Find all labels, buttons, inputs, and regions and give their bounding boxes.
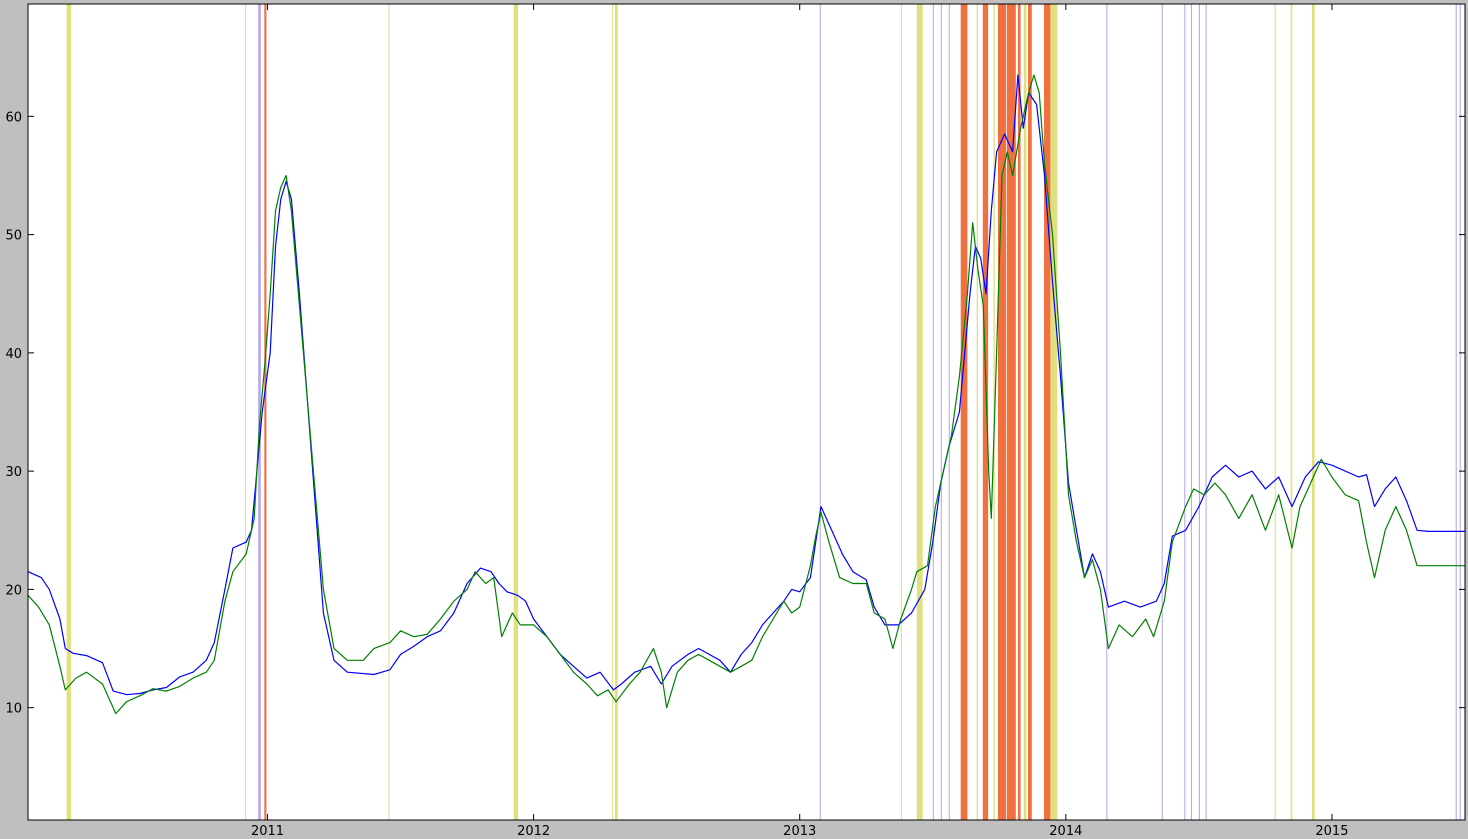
shaded-region-24 <box>1050 4 1058 820</box>
shaded-region-23 <box>1044 4 1051 820</box>
shaded-region-19 <box>1006 4 1016 820</box>
shaded-region-31 <box>1274 4 1276 820</box>
shaded-region-29 <box>1198 4 1200 820</box>
shaded-region-21 <box>1023 4 1027 820</box>
x-axis: 2011 2012 2013 2014 2015 <box>251 4 1348 839</box>
x-tick-label-2012: 2012 <box>517 824 550 839</box>
shaded-region-18 <box>997 4 1006 820</box>
y-tick-label-40: 40 <box>5 347 22 362</box>
shaded-region-14 <box>960 4 968 820</box>
x-tick-label-2011: 2011 <box>251 824 284 839</box>
plot-background <box>28 4 1465 820</box>
y-tick-label-20: 20 <box>5 583 22 598</box>
shaded-region-32 <box>1290 4 1293 820</box>
shaded-region-3 <box>264 4 267 820</box>
shaded-region-15 <box>976 4 979 820</box>
shaded-region-11 <box>932 4 934 820</box>
shaded-region-16 <box>982 4 989 820</box>
shaded-region-5 <box>513 4 519 820</box>
shaded-region-6 <box>612 4 614 820</box>
shaded-region-22 <box>1028 4 1032 820</box>
x-tick-label-2014: 2014 <box>1049 824 1082 839</box>
series-line-0 <box>27 74 1465 696</box>
shaded-regions <box>66 4 1461 820</box>
shaded-region-12 <box>940 4 942 820</box>
y-tick-label-10: 10 <box>5 702 22 717</box>
y-axis: 10 20 30 40 50 60 <box>5 110 1465 717</box>
shaded-region-8 <box>819 4 821 820</box>
shaded-region-26 <box>1161 4 1163 820</box>
x-tick-label-2013: 2013 <box>783 824 816 839</box>
shaded-region-1 <box>244 4 246 820</box>
shaded-region-9 <box>900 4 902 820</box>
shaded-region-25 <box>1106 4 1108 820</box>
plot-frame <box>27 3 1466 821</box>
y-tick-label-50: 50 <box>5 229 22 244</box>
y-tick-label-30: 30 <box>5 465 22 480</box>
series-line-1 <box>27 74 1465 715</box>
shaded-region-27 <box>1184 4 1186 820</box>
shaded-region-28 <box>1190 4 1192 820</box>
series-lines <box>27 74 1465 715</box>
y-tick-label-60: 60 <box>5 110 22 125</box>
shaded-region-2 <box>258 4 261 820</box>
shaded-region-34 <box>1455 4 1457 820</box>
shaded-region-10 <box>916 4 923 820</box>
shaded-region-0 <box>66 4 72 820</box>
shaded-region-30 <box>1205 4 1207 820</box>
shaded-region-35 <box>1459 4 1461 820</box>
x-tick-label-2015: 2015 <box>1315 824 1348 839</box>
shaded-region-20 <box>1017 4 1021 820</box>
shaded-region-7 <box>615 4 618 820</box>
shaded-region-4 <box>388 4 390 820</box>
shaded-region-33 <box>1311 4 1315 820</box>
shaded-region-13 <box>948 4 950 820</box>
